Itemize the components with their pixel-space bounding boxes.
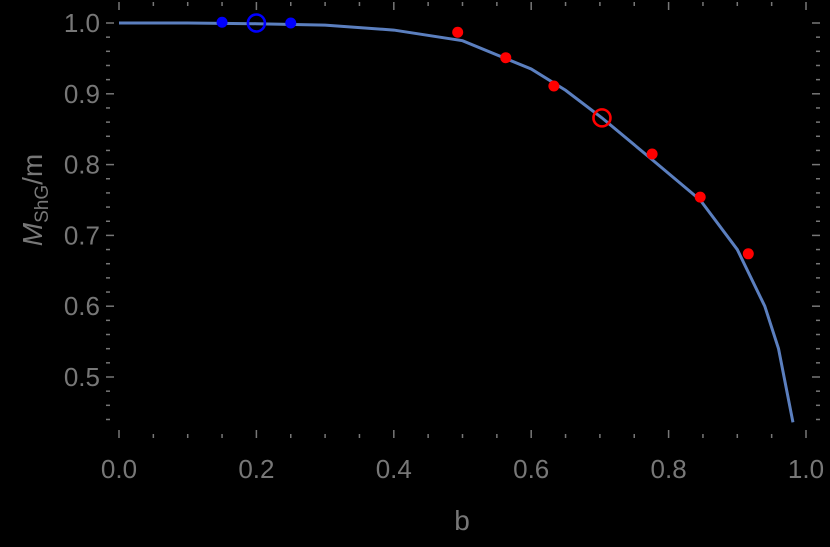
y-label-tail: /m: [17, 154, 48, 185]
y-tick-label: 0.5: [64, 362, 100, 392]
filled-circle-marker: [694, 191, 706, 203]
data-series: [119, 13, 795, 423]
open-circle-marker: [246, 13, 267, 33]
filled-circle-marker: [646, 148, 658, 160]
y-tick-label: 1.0: [64, 8, 100, 38]
x-axis-label: b: [454, 505, 470, 536]
y-tick-labels: 0.5 0.6 0.7 0.8 0.9 1.0: [64, 8, 100, 392]
open-circle-marker: [592, 108, 612, 128]
filled-circle-marker: [285, 17, 297, 29]
filled-circle-marker: [548, 80, 560, 92]
x-tick-label: 0.0: [101, 454, 137, 484]
x-tick-label: 1.0: [788, 454, 824, 484]
x-tick-label: 0.4: [376, 454, 412, 484]
y-axis-label: MShG/m: [17, 154, 53, 246]
svg-text:MShG/m: MShG/m: [17, 154, 53, 246]
x-tick-label: 0.2: [238, 454, 274, 484]
x-tick-labels: 0.0 0.2 0.4 0.6 0.8 1.0: [101, 454, 824, 484]
axis-ticks: [106, 2, 820, 438]
filled-circle-marker: [452, 26, 464, 38]
y-tick-label: 0.9: [64, 79, 100, 109]
x-tick-label: 0.6: [513, 454, 549, 484]
y-tick-label: 0.8: [64, 150, 100, 180]
filled-circle-marker: [216, 16, 228, 28]
filled-circle-marker: [742, 248, 754, 260]
y-label-subscript: ShG: [32, 185, 53, 223]
y-tick-label: 0.6: [64, 291, 100, 321]
y-label-main: M: [17, 222, 48, 246]
filled-circle-marker: [500, 52, 512, 64]
x-tick-label: 0.8: [651, 454, 687, 484]
y-tick-label: 0.7: [64, 220, 100, 250]
fit-curve: [119, 21, 795, 423]
